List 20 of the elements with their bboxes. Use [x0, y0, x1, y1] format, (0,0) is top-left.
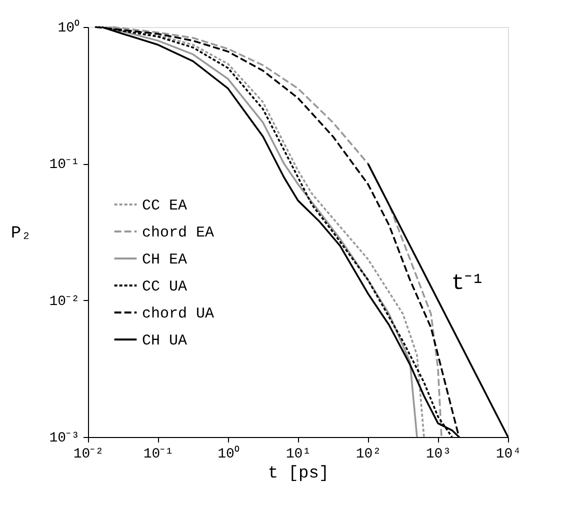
legend-label: chord EA: [142, 224, 214, 242]
y-axis-title: P₂: [10, 224, 32, 244]
annotation: t⁻¹: [451, 271, 485, 296]
x-tick-label: 10⁻¹: [143, 446, 174, 462]
legend-label: chord UA: [142, 306, 214, 322]
x-tick-label: 10¹: [286, 446, 312, 462]
y-tick-label: 10⁻²: [49, 294, 80, 310]
y-tick-label: 10⁻³: [49, 430, 80, 446]
legend-label: CH EA: [142, 252, 188, 268]
legend-label: CC UA: [142, 278, 188, 296]
x-tick-label: 10³: [426, 446, 452, 462]
x-tick-label: 10⁻²: [73, 446, 104, 462]
x-tick-label: 10²: [356, 446, 382, 462]
y-tick-label: 10⁰: [58, 20, 80, 36]
legend-label: CC EA: [142, 198, 188, 214]
x-tick-label: 10⁴: [496, 446, 522, 462]
legend-label: CH UA: [142, 332, 188, 350]
x-tick-label: 10⁰: [218, 446, 240, 462]
x-axis-title: t [ps]: [268, 464, 330, 484]
y-tick-label: 10⁻¹: [49, 157, 80, 174]
